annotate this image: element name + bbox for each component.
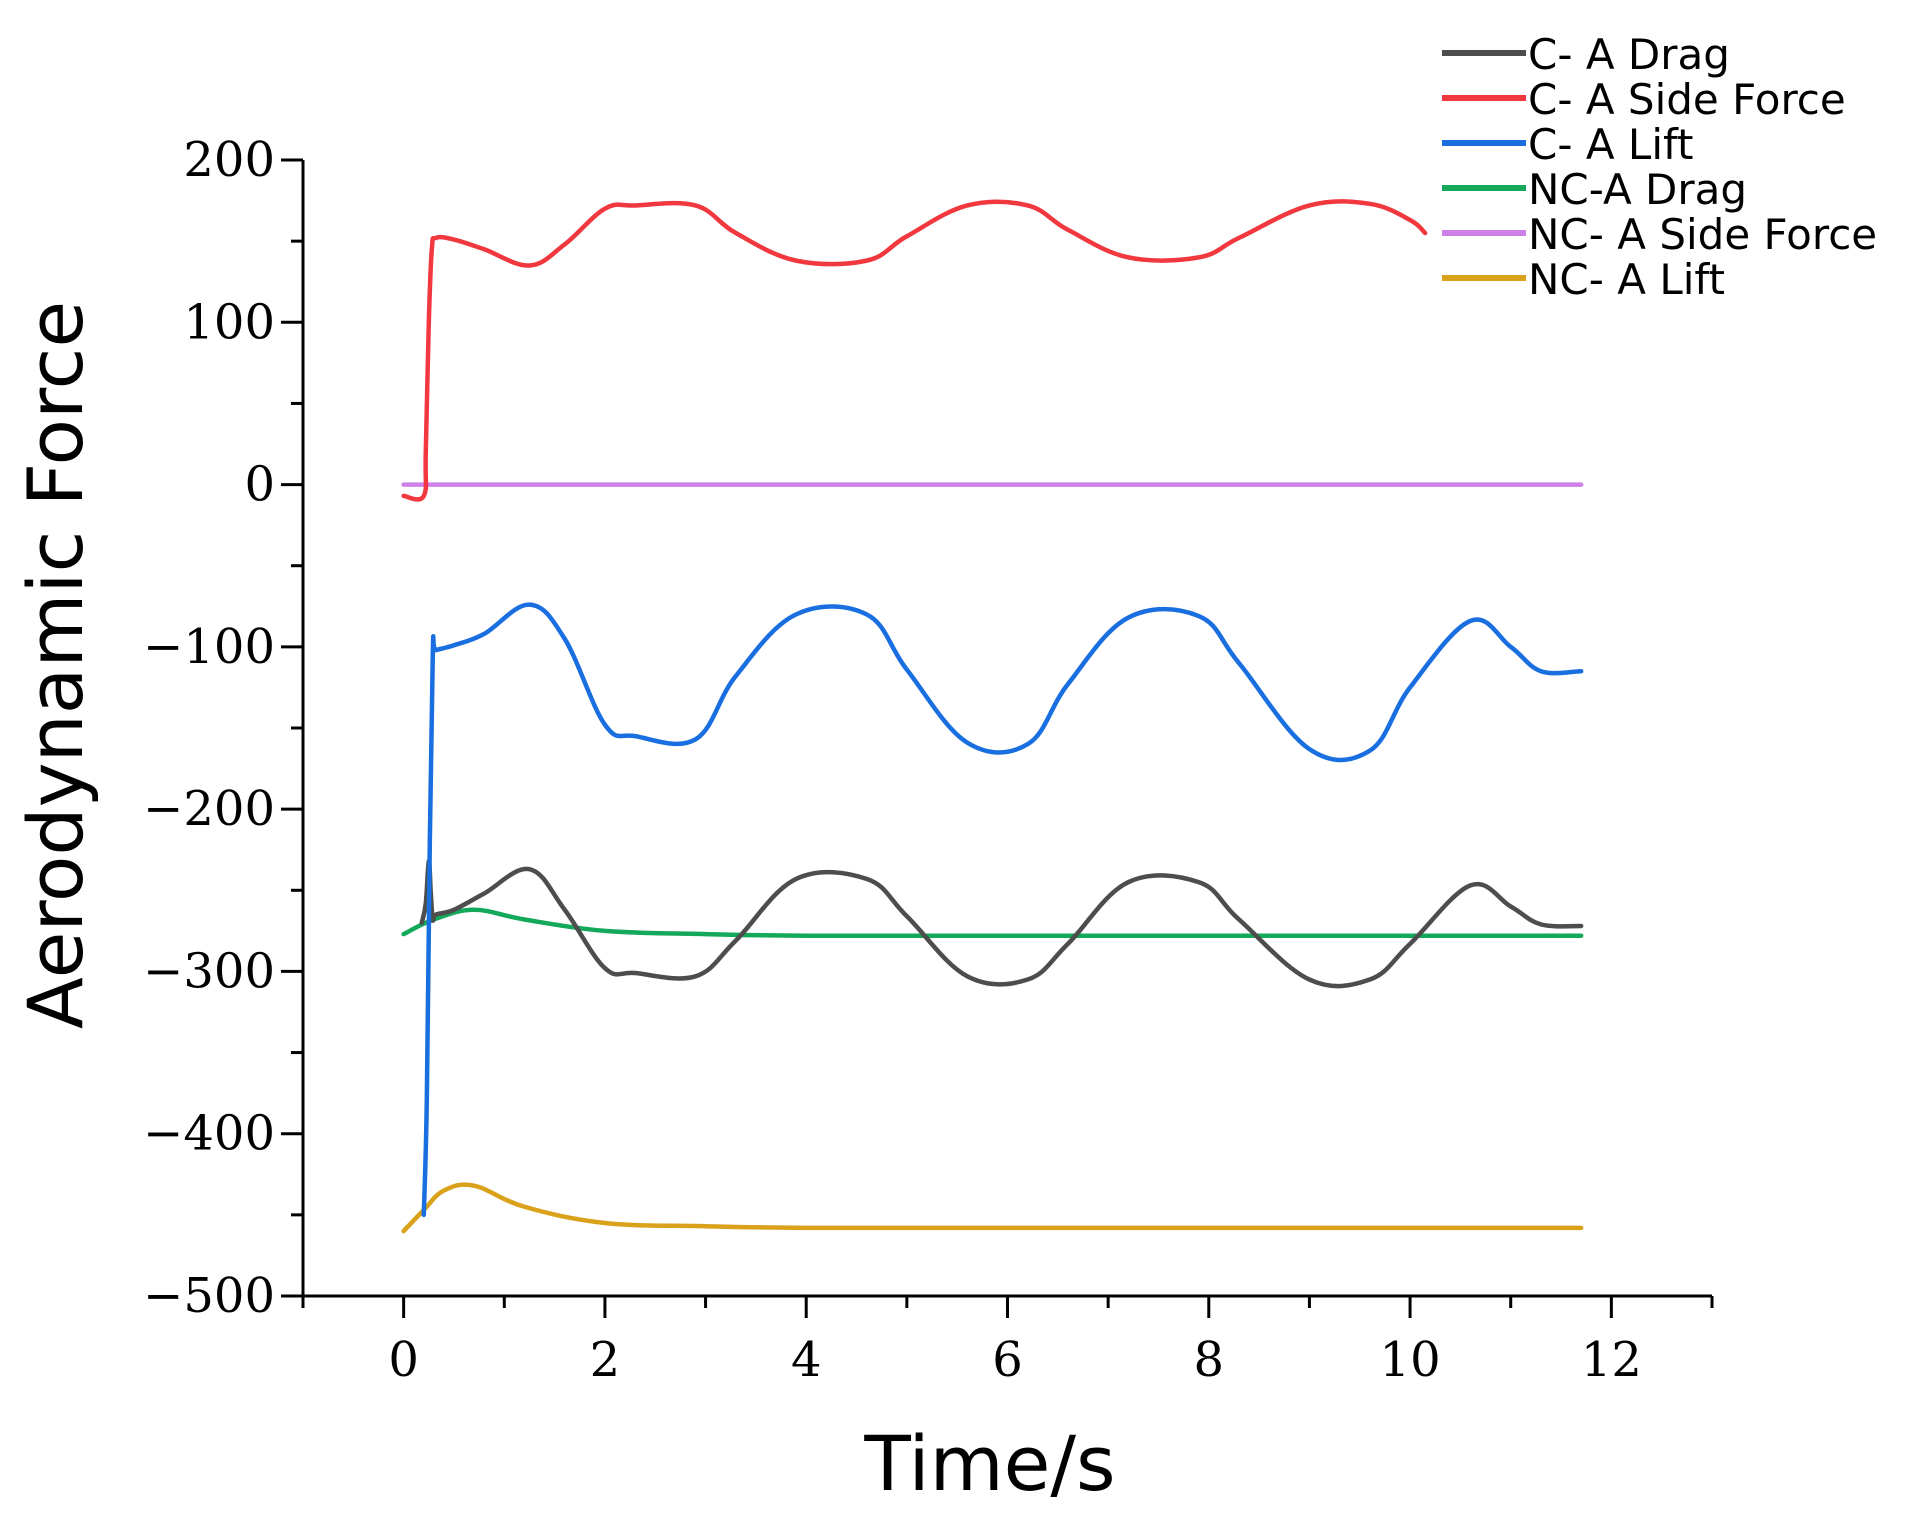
x-tick-label: 10 [1380, 1332, 1441, 1388]
series-layer [401, 199, 1584, 1234]
y-axis-title: Aerodynamic Force [11, 301, 100, 1029]
x-axis-ticks [301, 1296, 1714, 1318]
y-tick-label: 200 [183, 132, 275, 188]
x-tick-label: 0 [388, 1332, 419, 1388]
x-tick-label: 8 [1194, 1332, 1225, 1388]
y-tick-label: −300 [143, 943, 275, 999]
y-tick-label: −500 [143, 1268, 275, 1324]
series-line-c-a-side-force [401, 199, 1428, 502]
series-line-nc-a-lift [401, 1182, 1584, 1234]
y-tick-label: 0 [244, 457, 275, 513]
legend-label: C- A Side Force [1528, 75, 1846, 124]
legend-label: NC- A Side Force [1528, 210, 1877, 259]
legend-label: NC-A Drag [1528, 165, 1747, 214]
legend-label: C- A Drag [1528, 30, 1730, 79]
y-tick-label: −400 [143, 1106, 275, 1162]
series-line-nc-a-drag [401, 907, 1584, 939]
x-tick-label: 12 [1581, 1332, 1642, 1388]
series-line-c-a-lift [421, 602, 1584, 1218]
y-tick-label: −200 [143, 781, 275, 837]
y-axis-tick-labels: 200 100 0 −100 −200 −300 −400 −500 [143, 132, 275, 1324]
x-tick-label: 6 [992, 1332, 1023, 1388]
legend-label: C- A Lift [1528, 120, 1694, 169]
legend-label: NC- A Lift [1528, 255, 1725, 304]
x-axis-tick-labels: 0 2 4 6 8 10 12 [388, 1332, 1642, 1388]
series-line-c-a-drag [419, 858, 1584, 989]
x-axis-title: Time/s [863, 1419, 1115, 1508]
y-tick-label: 100 [183, 294, 275, 350]
y-tick-label: −100 [143, 619, 275, 675]
x-tick-label: 2 [590, 1332, 621, 1388]
y-axis-ticks [281, 158, 303, 1298]
x-tick-label: 4 [791, 1332, 822, 1388]
